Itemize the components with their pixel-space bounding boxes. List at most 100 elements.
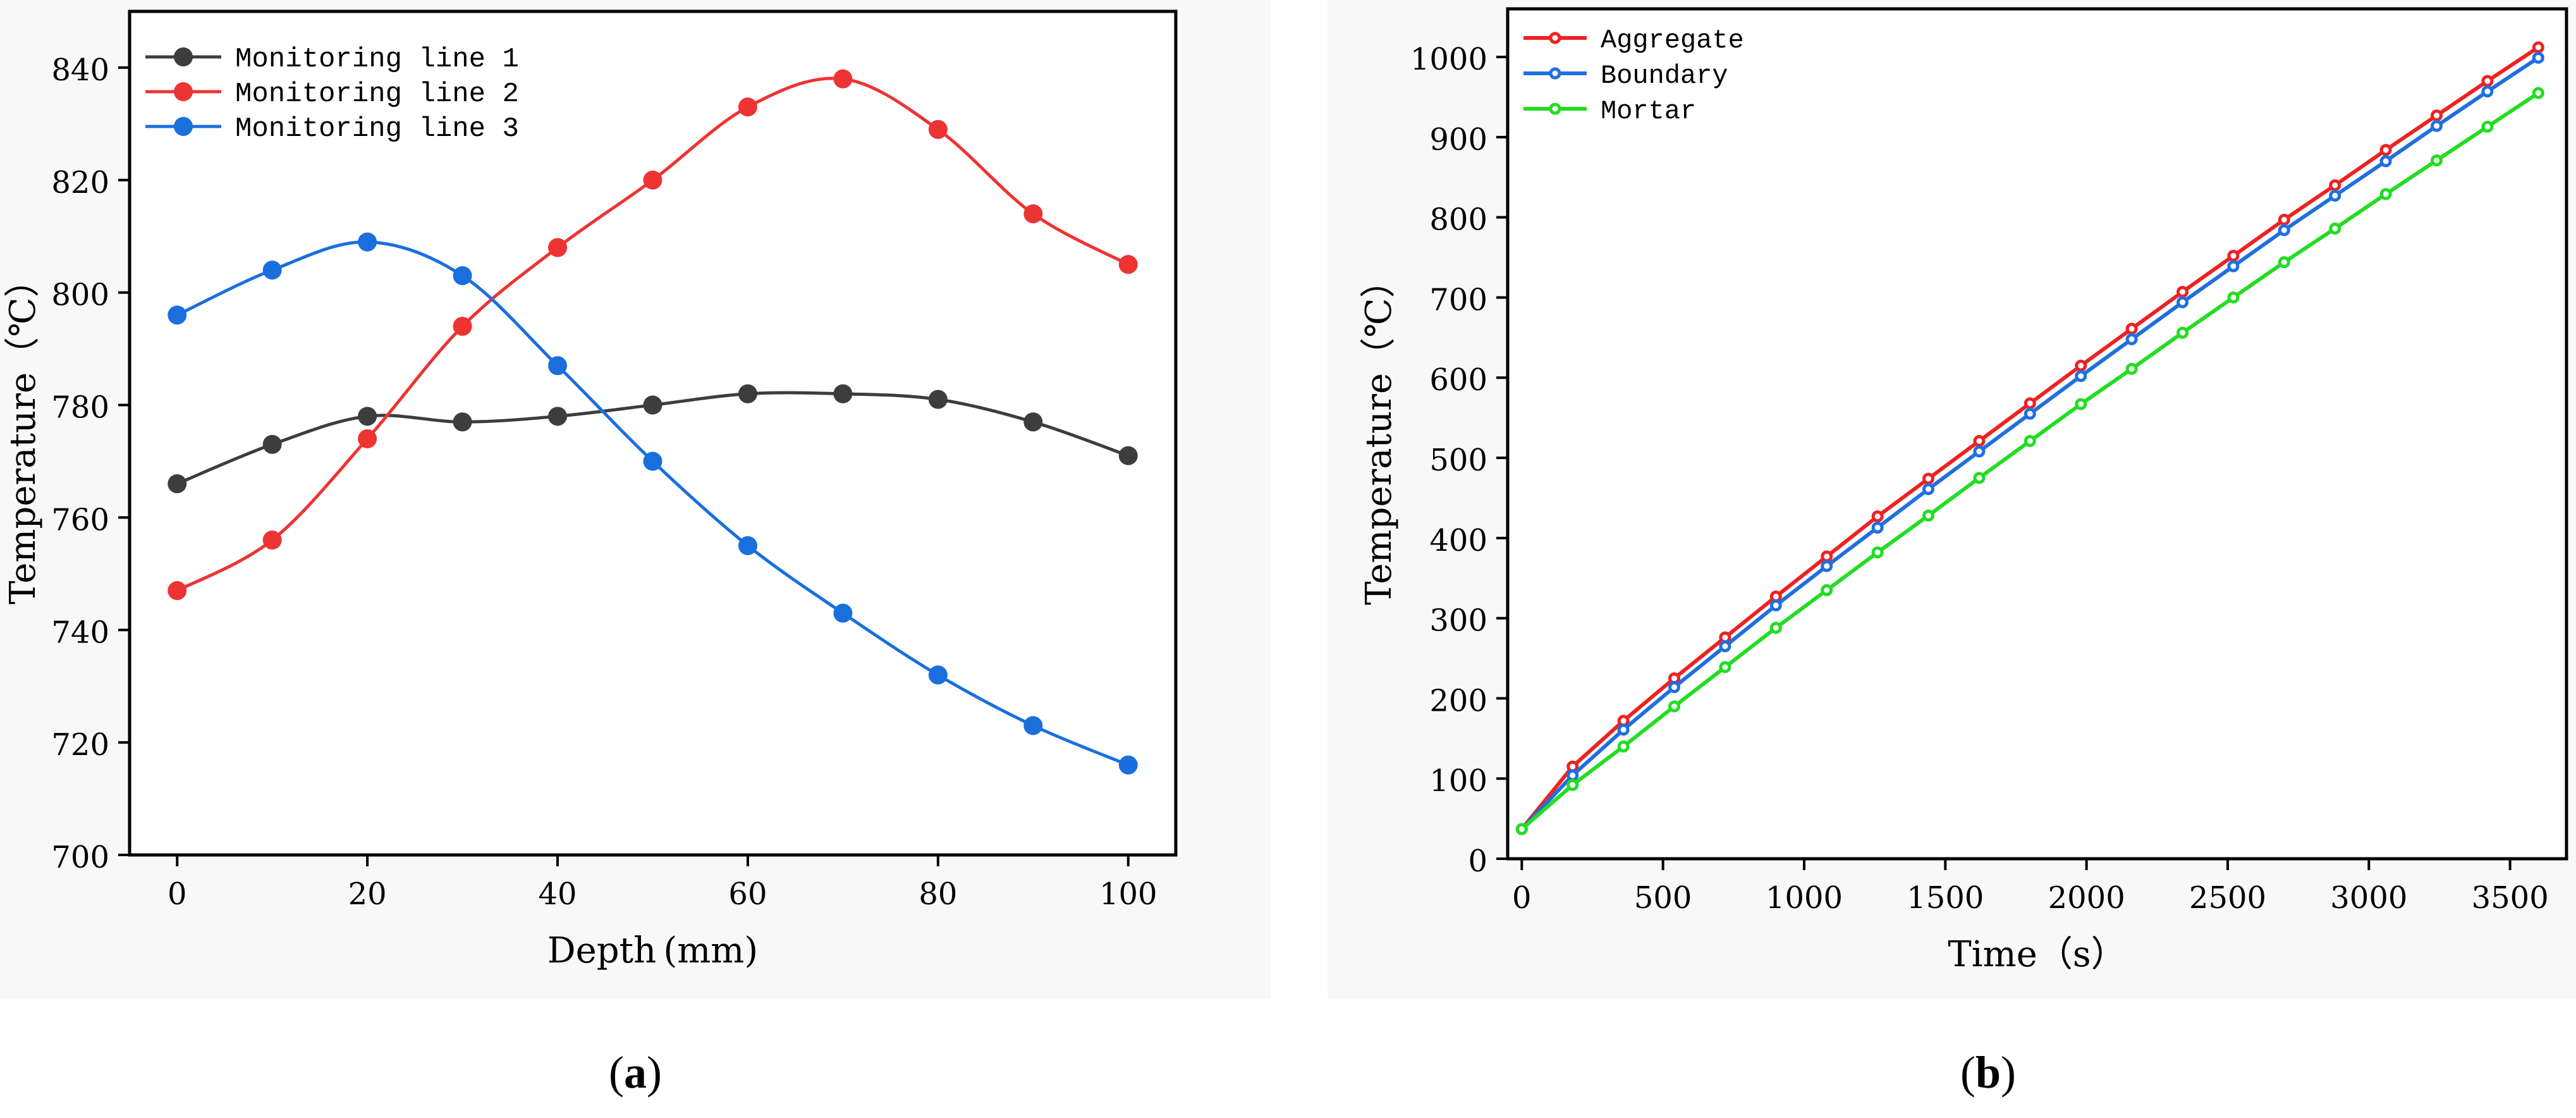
data-point	[1566, 769, 1579, 782]
data-point	[262, 434, 282, 454]
data-point	[738, 97, 757, 117]
data-point	[928, 665, 948, 685]
legend-label-3: Monitoring line 3	[235, 113, 519, 145]
y-tick-label: 600	[1429, 362, 1487, 398]
data-point	[1821, 584, 1833, 596]
data-point	[2431, 109, 2443, 122]
data-point	[358, 429, 377, 448]
data-point	[262, 530, 282, 550]
x-tick-label: 80	[919, 876, 957, 912]
data-point	[2125, 362, 2138, 375]
data-point	[1871, 546, 1884, 559]
data-point	[548, 238, 568, 257]
x-tick-label: 0	[168, 876, 187, 912]
y-axis-label: Temperature（℃）	[1358, 262, 1400, 605]
data-point	[1023, 716, 1043, 735]
data-point	[1973, 472, 1986, 484]
data-point	[1023, 204, 1043, 224]
y-tick-label: 200	[1429, 683, 1487, 718]
data-point	[1118, 755, 1138, 775]
x-tick-label: 100	[1099, 876, 1157, 912]
y-tick-label: 1000	[1410, 42, 1487, 77]
x-tick-label: 60	[728, 876, 767, 912]
data-point	[2431, 120, 2443, 132]
chart-panel-a: 0 20 40 60 80 100 700 720 740 760 780 800 820 840 Dept…	[0, 0, 1271, 999]
data-point	[2125, 333, 2138, 345]
data-point	[1973, 434, 1986, 447]
data-point	[2075, 398, 2087, 410]
data-point	[2379, 144, 2392, 156]
data-point	[2024, 407, 2036, 420]
data-point	[1668, 681, 1681, 694]
y-tick-label: 800	[51, 278, 109, 313]
data-point	[2481, 85, 2494, 98]
data-point	[1668, 700, 1681, 713]
data-point	[2278, 224, 2290, 236]
data-point	[2278, 256, 2290, 269]
caption-a-letter: a	[624, 1047, 647, 1098]
chart-a-svg: 0 20 40 60 80 100 700 720 740 760 780 800 820 840 Dept…	[3, 9, 1178, 971]
data-point	[1719, 640, 1731, 653]
data-point	[453, 266, 472, 285]
data-point	[2024, 397, 2036, 410]
y-tick-label: 100	[1429, 763, 1487, 799]
x-tick-label: 3500	[2472, 880, 2549, 916]
data-point	[833, 603, 853, 623]
data-point	[1821, 550, 1833, 563]
y-tick-label: 840	[51, 52, 109, 88]
data-point	[2532, 41, 2544, 54]
y-axis-label: Temperature（℃）	[3, 262, 44, 605]
data-point	[833, 69, 853, 89]
x-tick-label: 0	[1512, 880, 1532, 916]
y-tick-label: 300	[1429, 603, 1487, 639]
y-tick-label: 500	[1429, 443, 1487, 478]
legend-marker-1	[174, 47, 193, 66]
x-axis-label: Depth (mm)	[547, 930, 759, 971]
caption-b-letter: b	[1975, 1047, 2001, 1098]
y-tick-label: 900	[1429, 122, 1487, 157]
data-point	[643, 395, 662, 415]
data-point	[168, 581, 187, 601]
data-point	[453, 412, 472, 432]
data-point	[1617, 723, 1630, 736]
data-point	[2532, 87, 2544, 99]
data-point	[2329, 179, 2341, 192]
legend-marker-1	[1549, 32, 1561, 44]
y-tick-label: 740	[51, 615, 109, 650]
legend-label-2: Boundary	[1601, 61, 1728, 91]
data-point	[2125, 322, 2138, 335]
data-point	[358, 407, 377, 426]
legend-marker-3	[174, 117, 193, 136]
data-point	[548, 356, 568, 376]
data-point	[358, 232, 377, 252]
data-point	[1973, 445, 1986, 458]
data-point	[2176, 326, 2189, 339]
data-point	[1922, 472, 1935, 485]
chart-panel-b: 0 500 1000 1500 2000 2500 3000 3500 0 100 200 300 40…	[1328, 0, 2576, 999]
data-point	[2024, 434, 2036, 447]
data-point	[2227, 291, 2240, 304]
y-tick-label: 720	[51, 727, 109, 763]
data-point	[1118, 446, 1138, 465]
data-point	[2329, 222, 2341, 235]
legend-marker-3	[1549, 102, 1561, 115]
y-tick-label: 760	[51, 502, 109, 538]
legend-label-2: Monitoring line 2	[235, 78, 519, 110]
y-tick-label: 780	[51, 390, 109, 426]
data-point	[2075, 370, 2087, 383]
x-tick-label: 1500	[1907, 880, 1984, 916]
data-point	[1821, 560, 1833, 572]
data-point	[2176, 296, 2189, 309]
data-point	[1922, 509, 1935, 522]
legend-marker-2	[174, 82, 193, 101]
data-point	[833, 384, 853, 403]
x-tick-label: 20	[348, 876, 387, 912]
x-tick-label: 2500	[2189, 880, 2266, 916]
data-point	[548, 407, 568, 426]
y-tick-label: 700	[1429, 282, 1487, 317]
data-point	[1118, 255, 1138, 274]
y-tick-label: 400	[1429, 523, 1487, 558]
data-point	[1023, 412, 1043, 432]
legend-label-1: Monitoring line 1	[235, 44, 519, 75]
data-point	[1769, 622, 1782, 634]
